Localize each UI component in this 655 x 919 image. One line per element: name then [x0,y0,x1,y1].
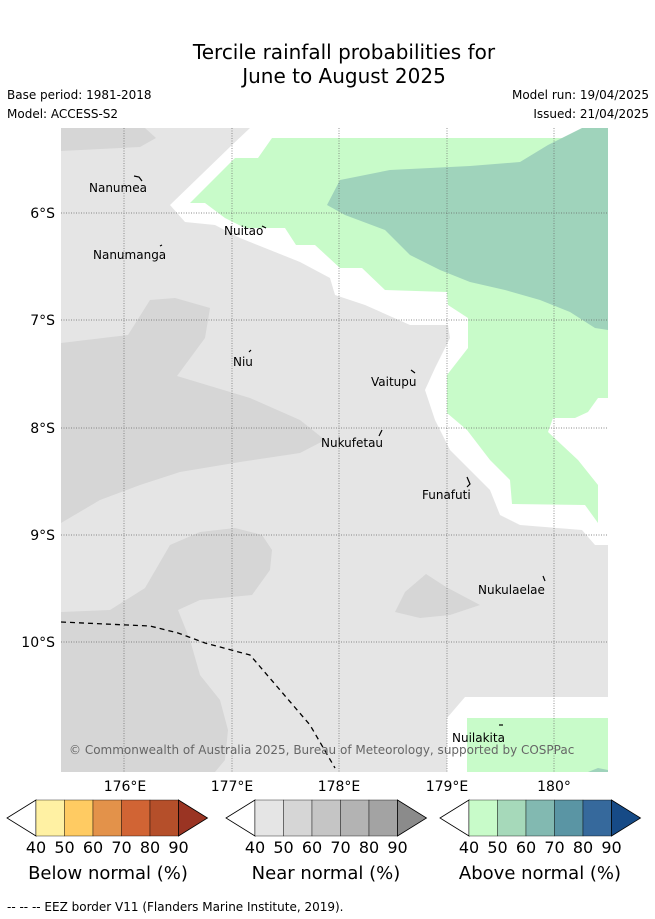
colorbar-near-tick-40: 40 [245,838,265,857]
colorbar-above-min-extension [439,799,470,837]
colorbar-below-tick-40: 40 [26,838,46,857]
colorbar-near-tick-60: 60 [302,838,322,857]
island-niu [248,349,252,353]
colorbar-above-tick-40: 40 [459,838,479,857]
colorbar-near-swatch-2 [311,799,341,837]
title-line-2: June to August 2025 [242,64,446,88]
place-label-nanumea: Nanumea [89,181,147,195]
base-period: Base period: 1981-2018 [7,88,152,102]
island-funafuti [466,476,471,488]
colorbar-above-tick-50: 50 [487,838,507,857]
place-label-vaitupu: Vaitupu [371,375,417,389]
colorbar-above-swatch-1 [497,799,527,837]
colorbar-above-tick-80: 80 [573,838,593,857]
colorbar-near-tick-70: 70 [330,838,350,857]
lon-label-177e: 177°E [211,779,254,795]
colorbar-above-max-extension [611,799,642,837]
lat-label-8s: 8°S [30,421,55,437]
colorbar-above-swatch-4 [582,799,612,837]
colorbar-below-swatch-1 [64,799,94,837]
colorbars: 40 50 60 70 80 90 40 50 60 70 80 90 40 50 60 70 80 90 [6,799,642,857]
colorbar-below-max-extension [178,799,209,837]
lon-label-176e: 176°E [104,779,147,795]
colorbar-below-tick-90: 90 [168,838,188,857]
colorbar-below-tick-80: 80 [140,838,160,857]
lat-label-10s: 10°S [21,635,55,651]
colorbar-above-swatch-2 [525,799,555,837]
place-label-nukufetau: Nukufetau [321,436,383,450]
issued-date: Issued: 21/04/2025 [533,107,649,121]
near-normal-region-south [61,528,272,772]
colorbar-near: 40 50 60 70 80 90 [225,799,428,857]
above-normal-50-corner [588,768,608,772]
colorbar-below-swatch-4 [149,799,179,837]
colorbar-below-min-extension [6,799,37,837]
colorbar-near-swatch-3 [340,799,370,837]
colorbar-above-tick-60: 60 [516,838,536,857]
place-label-nukulaelae: Nukulaelae [478,583,545,597]
colorbar-below-tick-60: 60 [83,838,103,857]
lon-label-180: 180° [537,779,571,795]
colorbar-below-tick-70: 70 [111,838,131,857]
lat-label-7s: 7°S [30,313,55,329]
colorbar-above: 40 50 60 70 80 90 [439,799,642,857]
colorbar-near-tick-50: 50 [273,838,293,857]
colorbar-near-swatch-1 [283,799,313,837]
colorbar-label-near: Near normal (%) [251,863,401,884]
lat-label-9s: 9°S [30,528,55,544]
island-nuitao [261,225,267,229]
island-shapes [133,175,546,726]
island-nanumea [133,175,143,182]
above-normal-40-southeast-fill [467,718,608,772]
copyright-notice: © Commonwealth of Australia 2025, Bureau… [69,743,574,757]
map-area: Nanumea Nuitao Nanumanga Niu Vaitupu Nuk… [61,128,608,772]
above-normal-50-region [327,128,608,330]
map-title: Tercile rainfall probabilities for June … [0,40,655,88]
colorbar-near-min-extension [225,799,256,837]
place-label-nuilakita: Nuilakita [452,731,505,745]
eez-border [61,621,336,769]
colorbar-near-swatch-0 [254,799,284,837]
lon-label-179e: 179°E [426,779,469,795]
near-normal-region-north [61,128,156,151]
colorbar-above-tick-90: 90 [601,838,621,857]
colorbar-above-swatch-0 [468,799,498,837]
graticule [61,128,608,772]
colorbar-above-swatch-3 [554,799,584,837]
colorbar-near-swatch-4 [368,799,398,837]
colorbar-label-above: Above normal (%) [458,863,622,884]
near-normal-region-central [61,298,325,523]
place-label-niu: Niu [233,355,253,369]
colorbar-below-tick-50: 50 [54,838,74,857]
colorbar-below: 40 50 60 70 80 90 [6,799,209,857]
eez-footnote: -- -- -- EEZ border V11 (Flanders Marine… [7,900,344,914]
island-vaitupu [410,369,416,374]
title-line-1: Tercile rainfall probabilities for [192,40,496,64]
model-name: Model: ACCESS-S2 [7,107,119,121]
colorbar-near-tick-80: 80 [359,838,379,857]
island-nukulaelae [542,575,546,582]
colorbar-above-tick-70: 70 [544,838,564,857]
near-normal-region-east [395,574,480,618]
place-label-funafuti: Funafuti [422,488,471,502]
island-nukufetau [378,429,383,437]
place-label-nanumanga: Nanumanga [93,248,166,262]
lat-label-6s: 6°S [30,206,55,222]
colorbar-below-swatch-3 [121,799,151,837]
lon-label-178e: 178°E [318,779,361,795]
colorbar-near-tick-90: 90 [387,838,407,857]
colorbar-near-max-extension [397,799,428,837]
colorbar-below-swatch-2 [92,799,122,837]
island-nanumanga [159,244,163,247]
colorbar-label-below: Below normal (%) [28,863,188,884]
place-label-nuitao: Nuitao [224,224,263,238]
colorbar-below-swatch-0 [35,799,65,837]
model-run: Model run: 19/04/2025 [511,88,649,102]
